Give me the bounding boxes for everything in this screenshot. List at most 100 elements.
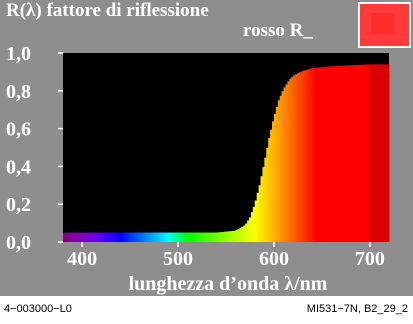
spectrum-bar: [141, 232, 144, 242]
spectrum-bar: [210, 232, 213, 242]
footer-code-right: MI531−7N, B2_29_2: [306, 303, 408, 315]
spectrum-bar: [160, 232, 164, 242]
spectrum-bar: [285, 84, 288, 243]
spectrum-bar: [249, 217, 252, 242]
spectrum-bar: [341, 65, 344, 243]
spectrum-bar: [214, 232, 217, 242]
spectrum-bar: [356, 64, 359, 242]
spectrum-bar: [183, 232, 187, 242]
spectrum-bar: [151, 232, 154, 242]
spectrum-bar: [114, 232, 118, 242]
spectrum-bar: [300, 71, 304, 243]
spectrum-bar: [76, 232, 79, 242]
spectrum-bar: [254, 200, 258, 242]
spectrum-bar: [212, 232, 215, 242]
spectrum-bar: [348, 65, 352, 242]
spectrum-bar: [143, 232, 146, 242]
spectrum-bar: [289, 79, 292, 242]
spectrum-bar: [63, 232, 66, 242]
spectrum-bar: [66, 232, 70, 242]
spectrum-bar: [68, 232, 72, 242]
chart-title: R(λ) fattore di riflessione: [6, 0, 209, 21]
spectrum-bar: [82, 232, 85, 242]
spectrum-bar: [103, 232, 106, 242]
y-tick-label: 1,0: [6, 43, 31, 65]
spectrum-bar: [95, 232, 98, 242]
spectrum-bar: [168, 232, 171, 242]
spectrum-bar: [176, 232, 179, 242]
spectrum-bar: [377, 64, 380, 242]
y-tick-label: 0,6: [6, 119, 31, 141]
y-tick-label: 0,4: [6, 156, 31, 178]
spectrum-bar: [218, 232, 221, 242]
spectrum-bar: [295, 74, 298, 242]
spectrum-bar: [296, 73, 300, 242]
spectrum-bar: [133, 232, 137, 242]
spectrum-bar: [97, 232, 100, 242]
spectrum-bar: [367, 64, 371, 242]
spectrum-bar: [346, 65, 350, 243]
spectrum-bar: [283, 87, 286, 243]
spectrum-bar: [118, 232, 121, 242]
spectrum-bar: [321, 67, 325, 242]
spectrum-bar: [239, 227, 242, 242]
spectrum-bar: [224, 231, 227, 242]
spectrum-bar: [329, 66, 332, 242]
spectrum-bar: [172, 232, 175, 242]
spectrum-bar: [279, 95, 283, 243]
spectrum-bar: [369, 64, 373, 242]
spectrum-bar: [352, 65, 355, 242]
reflectance-chart: 0,0 0,2 0,4 0,6 0,8 1,0 400 500 600 700 lunghezz…: [6, 43, 390, 295]
spectrum-bar: [264, 157, 267, 242]
spectrum-bar: [147, 232, 150, 242]
spectrum-bar: [153, 232, 156, 242]
spectrum-bar: [383, 64, 386, 242]
spectrum-bar: [89, 232, 93, 242]
spectrum-bar: [185, 232, 189, 242]
spectrum-bar: [337, 65, 340, 243]
spectrum-bar: [80, 232, 83, 242]
spectrum-bar: [333, 66, 336, 242]
spectrum-bar: [86, 232, 89, 242]
spectrum-bar: [365, 64, 369, 242]
spectrum-bar: [314, 67, 317, 242]
spectrum-bar: [78, 232, 81, 242]
spectrum-bar: [277, 100, 281, 242]
spectrum-bar: [178, 232, 181, 242]
spectrum-bar: [362, 64, 365, 242]
x-tick-label: 400: [67, 248, 97, 270]
x-axis-label: lunghezza d’onda λ/nm: [129, 273, 328, 295]
spectrum-bar: [375, 64, 378, 242]
spectrum-bar: [310, 68, 313, 243]
spectrum-bar: [373, 64, 376, 242]
color-swatch-inner: [371, 13, 394, 34]
spectrum-bar: [287, 81, 290, 242]
spectrum-bar: [64, 232, 68, 242]
spectrum-bar: [84, 232, 87, 242]
spectrum-bar: [74, 232, 77, 242]
spectrum-bar: [262, 167, 265, 242]
spectrum-bar: [179, 232, 183, 242]
spectrum-bar: [124, 232, 127, 242]
spectrum-bar: [197, 232, 200, 242]
spectrum-bar: [101, 232, 104, 242]
x-tick-label: 700: [355, 248, 385, 270]
spectrum-bar: [107, 232, 110, 242]
spectrum-bar: [109, 232, 112, 242]
spectrum-bar: [312, 68, 315, 242]
spectrum-bar: [258, 185, 261, 242]
spectrum-bar: [252, 206, 256, 242]
spectrum-bar: [358, 64, 361, 242]
spectrum-bar: [318, 67, 321, 243]
spectrum-bar: [220, 232, 223, 242]
spectrum-bar: [195, 232, 198, 242]
spectrum-bar: [128, 232, 131, 242]
footer-code-left: 4−003000−L0: [4, 303, 72, 315]
spectrum-bar: [350, 65, 353, 243]
spectrum-bar: [250, 212, 254, 242]
y-tick-label: 0,2: [6, 194, 31, 216]
spectrum-bar: [70, 232, 73, 242]
spectrum-bar: [306, 69, 309, 242]
spectrum-bar: [191, 232, 194, 242]
spectrum-bar: [189, 232, 192, 242]
